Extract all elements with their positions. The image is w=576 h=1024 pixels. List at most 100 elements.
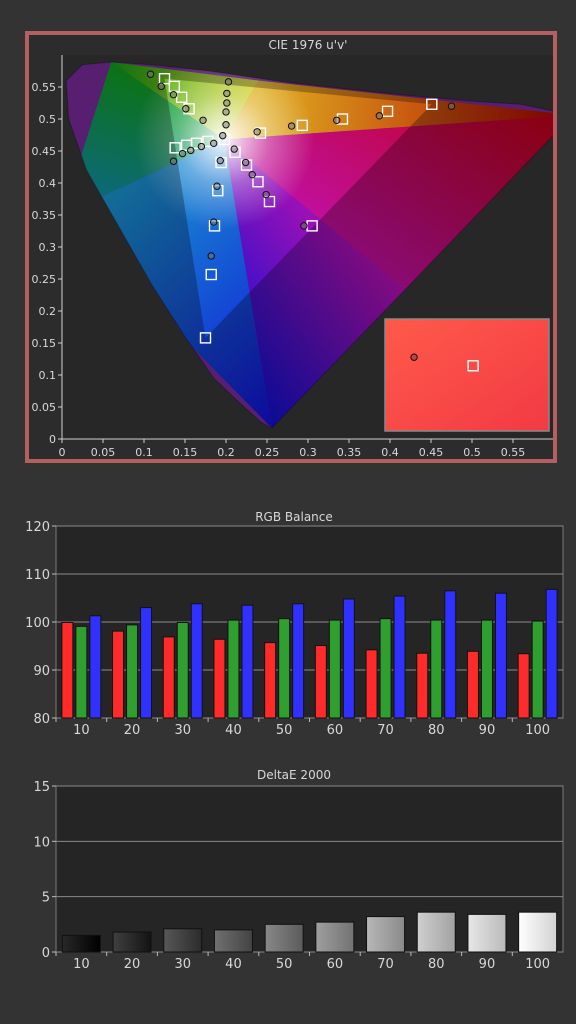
- rgb-bar: [112, 630, 125, 719]
- cie-x-tick-label: 0.15: [173, 446, 198, 459]
- deltae-title: DeltaE 2000: [257, 768, 331, 782]
- deltae-bar: [366, 916, 406, 953]
- cie-y-tick-label: 0.3: [39, 241, 57, 254]
- measured-point: [157, 82, 165, 91]
- rgb-bar: [264, 642, 277, 719]
- rgb-bar: [190, 603, 203, 719]
- measured-point: [199, 116, 207, 124]
- deltae-y-tick-label: 5: [42, 891, 50, 906]
- rgb-bar: [162, 636, 175, 719]
- zoom-inset: [384, 318, 550, 432]
- cie-y-tick-label: 0.45: [32, 145, 57, 158]
- measured-point: [210, 139, 218, 148]
- cie-y-tick-label: 0.15: [32, 337, 57, 350]
- rgb-bar: [227, 619, 240, 719]
- cie-y-tick-label: 0: [49, 433, 56, 446]
- cie-x-tick-label: 0.55: [501, 446, 526, 459]
- rgb-bar: [213, 638, 226, 719]
- deltae-x-tick-label: 90: [479, 957, 496, 972]
- measured-point: [222, 108, 230, 116]
- rgb-x-tick-label: 100: [525, 723, 550, 738]
- rgb-x-tick-label: 40: [225, 723, 242, 738]
- deltae-y-tick-label: 0: [42, 946, 50, 961]
- measured-point: [146, 70, 155, 78]
- deltae-bar: [163, 928, 203, 953]
- deltae-x-tick-label: 60: [327, 957, 344, 972]
- rgb-bar: [480, 619, 493, 719]
- rgb-bar: [444, 590, 457, 719]
- rgb-balance-chart-panel: RGB Balance 80 90 100 110 120 10 20 30 40 50 60 70 8…: [18, 505, 568, 750]
- cie-y-tick-label: 0.5: [39, 113, 57, 126]
- deltae-chart: DeltaE 2000 0 5 10 15 10 20 30 40 50 60 70 80 90 100: [33, 768, 564, 972]
- measured-point: [287, 122, 296, 130]
- measured-point: [224, 78, 233, 86]
- deltae-bar: [518, 911, 558, 953]
- rgb-bar: [61, 621, 74, 719]
- cie-y-tick-label: 0.05: [32, 401, 57, 414]
- rgb-x-tick-label: 10: [73, 723, 90, 738]
- rgb-bar: [292, 603, 305, 719]
- measured-point: [219, 131, 227, 140]
- cie-x-tick-label: 0: [59, 446, 66, 459]
- rgb-x-tick-label: 60: [327, 723, 344, 738]
- rgb-y-tick-label: 120: [25, 520, 50, 535]
- rgb-bar: [126, 624, 139, 719]
- measured-point: [182, 105, 190, 113]
- rgb-bar: [342, 598, 355, 719]
- cie-y-tick-label: 0.55: [32, 81, 57, 94]
- deltae-x-tick-label: 40: [225, 957, 242, 972]
- cie-y-tick-label: 0.1: [39, 369, 57, 382]
- deltae-bar: [264, 923, 304, 953]
- cie-title: CIE 1976 u'v': [269, 38, 348, 52]
- rgb-balance-chart: RGB Balance 80 90 100 110 120 10 20 30 40 50 60 70 8…: [25, 510, 564, 738]
- rgb-bar: [140, 607, 153, 719]
- cie-x-tick-label: 0.35: [337, 446, 362, 459]
- measured-point: [375, 112, 384, 120]
- measured-point: [253, 128, 261, 136]
- measured-point: [197, 142, 206, 151]
- cie-y-tick-label: 0.25: [32, 273, 57, 286]
- rgb-x-tick-label: 90: [479, 723, 496, 738]
- rgb-y-tick-label: 100: [25, 616, 50, 631]
- deltae-y-tick-label: 10: [33, 835, 50, 850]
- measured-point: [223, 89, 231, 98]
- cie-x-tick-label: 0.4: [381, 446, 399, 459]
- cie-y-tick-label: 0.35: [32, 209, 57, 222]
- target-square: [199, 332, 212, 344]
- target-square: [158, 72, 171, 85]
- target-square: [263, 195, 276, 208]
- cie-y-tick-label: 0.4: [39, 177, 57, 190]
- measured-point: [216, 156, 224, 165]
- rgb-y-tick-label: 110: [25, 568, 50, 583]
- rgb-bar: [75, 625, 88, 719]
- rgb-bar: [314, 645, 327, 719]
- inset-measured-point: [410, 353, 418, 361]
- deltae-bar: [416, 911, 456, 953]
- target-square: [252, 176, 264, 188]
- rgb-x-tick-label: 50: [276, 723, 293, 738]
- measured-point: [169, 157, 178, 165]
- cie-chart: CIE 1976 u'v' 0 0.05 0.1 0.15 0.2 0.25 0.3 0.35…: [32, 38, 554, 459]
- rgb-bar: [430, 619, 443, 719]
- deltae-x-tick-label: 80: [428, 957, 445, 972]
- target-square: [381, 105, 394, 118]
- target-square: [205, 268, 217, 281]
- deltae-bar: [112, 931, 152, 953]
- deltae-bar: [213, 929, 253, 953]
- rgb-bar: [416, 652, 429, 719]
- measured-point: [213, 182, 221, 190]
- deltae-x-tick-label: 70: [377, 957, 394, 972]
- deltae-x-tick-label: 20: [124, 957, 141, 972]
- rgb-bar: [328, 619, 341, 719]
- target-square: [426, 98, 438, 110]
- rgb-bar: [379, 618, 392, 719]
- rgb-bar: [466, 650, 479, 719]
- cie-x-tick-label: 0.1: [135, 446, 153, 459]
- measured-point: [248, 170, 256, 179]
- rgb-bar: [531, 620, 544, 719]
- inset-target-square: [467, 360, 479, 372]
- rgb-bar: [176, 621, 189, 719]
- rgb-bar: [517, 653, 530, 719]
- measured-point: [210, 218, 218, 226]
- deltae-x-tick-label: 30: [174, 957, 191, 972]
